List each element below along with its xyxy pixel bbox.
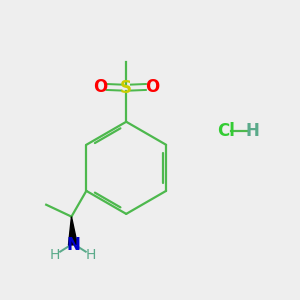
Polygon shape — [68, 217, 77, 245]
Text: H: H — [50, 248, 60, 262]
Text: N: N — [66, 236, 80, 254]
Text: O: O — [145, 78, 159, 96]
Text: H: H — [245, 122, 259, 140]
Text: S: S — [120, 79, 132, 97]
Text: H: H — [86, 248, 96, 262]
Text: O: O — [94, 78, 108, 96]
Text: Cl: Cl — [217, 122, 235, 140]
